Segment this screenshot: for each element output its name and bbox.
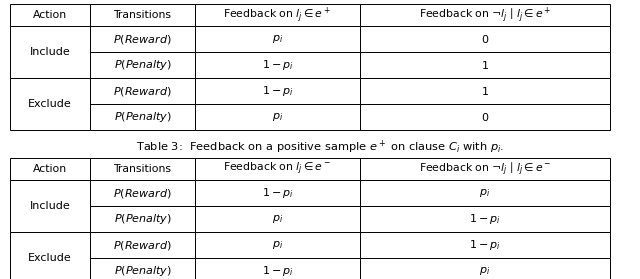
Text: $1-p_i$: $1-p_i$ (262, 264, 294, 278)
Bar (360, 78, 610, 104)
Bar (360, 52, 610, 78)
Text: Exclude: Exclude (28, 253, 72, 263)
Text: $1-p_i$: $1-p_i$ (469, 212, 501, 226)
Bar (10, 180, 90, 232)
Bar (360, 4, 610, 26)
Bar (10, 158, 90, 180)
Text: Feedback on $l_j \in e^-$: Feedback on $l_j \in e^-$ (223, 161, 332, 177)
Bar (195, 258, 360, 279)
Text: $P(\mathit{Reward})$: $P(\mathit{Reward})$ (113, 85, 172, 97)
Text: $p_i$: $p_i$ (272, 33, 283, 45)
Text: $P(\mathit{Penalty})$: $P(\mathit{Penalty})$ (113, 58, 172, 72)
Bar (195, 180, 360, 206)
Text: $P(\mathit{Reward})$: $P(\mathit{Reward})$ (113, 32, 172, 45)
Bar (360, 258, 610, 279)
Bar (90, 78, 195, 104)
Text: $P(\mathit{Reward})$: $P(\mathit{Reward})$ (113, 186, 172, 199)
Text: Action: Action (33, 164, 67, 174)
Bar (90, 258, 195, 279)
Bar (195, 4, 360, 26)
Text: Action: Action (33, 10, 67, 20)
Bar (10, 78, 90, 130)
Text: Feedback on $\neg l_j \mid l_j \in e^+$: Feedback on $\neg l_j \mid l_j \in e^+$ (419, 5, 551, 25)
Text: Feedback on $\neg l_j \mid l_j \in e^-$: Feedback on $\neg l_j \mid l_j \in e^-$ (419, 160, 551, 178)
Bar (360, 232, 610, 258)
Text: Feedback on $l_j \in e^+$: Feedback on $l_j \in e^+$ (223, 5, 332, 25)
Bar (10, 26, 90, 78)
Bar (195, 26, 360, 52)
Text: $P(\mathit{Penalty})$: $P(\mathit{Penalty})$ (113, 110, 172, 124)
Bar (10, 232, 90, 279)
Text: Exclude: Exclude (28, 99, 72, 109)
Bar (195, 158, 360, 180)
Bar (10, 4, 90, 26)
Text: Transitions: Transitions (113, 164, 172, 174)
Text: Transitions: Transitions (113, 10, 172, 20)
Text: $0$: $0$ (481, 33, 489, 45)
Text: Include: Include (29, 47, 70, 57)
Text: $0$: $0$ (481, 111, 489, 123)
Bar (195, 52, 360, 78)
Text: $p_i$: $p_i$ (272, 239, 283, 251)
Bar (360, 180, 610, 206)
Bar (195, 232, 360, 258)
Bar (195, 104, 360, 130)
Bar (360, 158, 610, 180)
Bar (360, 206, 610, 232)
Bar (195, 78, 360, 104)
Text: $1$: $1$ (481, 85, 489, 97)
Text: $1-p_i$: $1-p_i$ (469, 238, 501, 252)
Text: $1$: $1$ (481, 59, 489, 71)
Text: $p_i$: $p_i$ (272, 111, 283, 123)
Text: Include: Include (29, 201, 70, 211)
Bar (90, 52, 195, 78)
Text: $P(\mathit{Penalty})$: $P(\mathit{Penalty})$ (113, 212, 172, 226)
Bar (195, 206, 360, 232)
Text: $1-p_i$: $1-p_i$ (262, 84, 294, 98)
Bar (90, 158, 195, 180)
Bar (90, 104, 195, 130)
Text: $P(\mathit{Penalty})$: $P(\mathit{Penalty})$ (113, 264, 172, 278)
Bar (90, 206, 195, 232)
Text: $1-p_i$: $1-p_i$ (262, 58, 294, 72)
Bar (90, 232, 195, 258)
Text: Table 3:  Feedback on a positive sample $e^+$ on clause $C_i$ with $p_i$.: Table 3: Feedback on a positive sample $… (136, 138, 504, 156)
Bar (360, 26, 610, 52)
Text: $p_i$: $p_i$ (479, 187, 491, 199)
Text: $1-p_i$: $1-p_i$ (262, 186, 294, 200)
Bar (360, 104, 610, 130)
Bar (90, 4, 195, 26)
Text: $P(\mathit{Reward})$: $P(\mathit{Reward})$ (113, 239, 172, 251)
Bar (90, 26, 195, 52)
Text: $p_i$: $p_i$ (479, 265, 491, 277)
Bar (90, 180, 195, 206)
Text: $p_i$: $p_i$ (272, 213, 283, 225)
